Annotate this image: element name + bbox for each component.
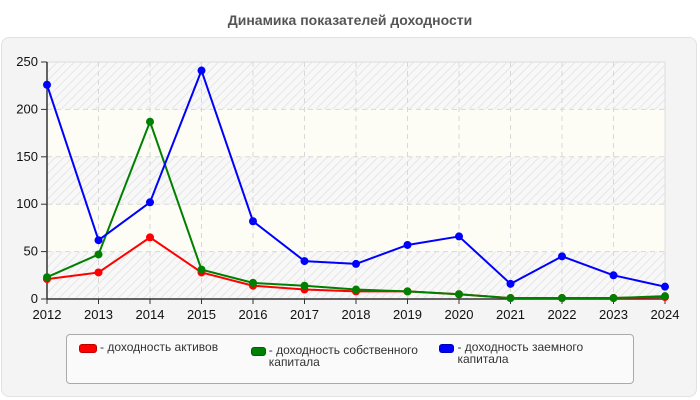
data-point[interactable] [43, 273, 51, 282]
y-tick-label: 50 [24, 244, 38, 259]
legend-label: - доходность активов [100, 340, 219, 354]
data-point[interactable] [609, 271, 618, 280]
data-point[interactable] [352, 259, 360, 268]
data-point[interactable] [403, 240, 412, 249]
x-tick-label: 2021 [496, 307, 525, 322]
data-point[interactable] [197, 66, 206, 75]
gridlines [47, 61, 666, 299]
x-tick-label: 2018 [342, 307, 371, 322]
axes: 0 50 100 150 200 250 2012 2013 2014 2015 2016 2017 2… [16, 54, 679, 322]
legend-label: - доходность собственного капитала [268, 343, 418, 369]
data-point[interactable] [94, 236, 103, 245]
x-tick-label: 2012 [33, 307, 62, 322]
data-point[interactable] [455, 290, 463, 299]
y-tick-label: 150 [16, 149, 38, 164]
legend-swatch-red [79, 344, 97, 353]
x-tick-label: 2019 [393, 307, 422, 322]
legend-swatch-blue [439, 344, 455, 353]
data-point[interactable] [352, 285, 360, 294]
data-point[interactable] [300, 257, 309, 266]
x-tick-label: 2024 [651, 307, 680, 322]
legend-item-assets[interactable]: - доходность активов [79, 341, 239, 353]
y-tick-label: 100 [16, 196, 38, 211]
data-point[interactable] [506, 294, 515, 303]
x-tick-label: 2020 [445, 307, 474, 322]
data-point[interactable] [249, 278, 257, 287]
x-tick-label: 2023 [599, 307, 628, 322]
legend-label: - доходность заемного капитала [457, 340, 584, 366]
data-point[interactable] [558, 294, 566, 303]
data-point[interactable] [146, 233, 154, 242]
data-point[interactable] [403, 287, 412, 296]
data-point[interactable] [661, 282, 669, 291]
data-point[interactable] [300, 281, 309, 290]
data-point[interactable] [43, 80, 51, 89]
data-point[interactable] [146, 198, 154, 207]
data-point[interactable] [455, 232, 463, 241]
data-point[interactable] [94, 268, 103, 277]
data-point[interactable] [506, 279, 515, 288]
x-tick-label: 2015 [187, 307, 216, 322]
x-tick-label: 2016 [239, 307, 268, 322]
data-point[interactable] [558, 252, 566, 261]
data-point[interactable] [249, 217, 257, 226]
legend-item-debt[interactable]: - доходность заемного капитала [439, 341, 609, 365]
x-tick-label: 2013 [84, 307, 113, 322]
legend-swatch-green [251, 347, 266, 356]
y-tick-label: 0 [31, 291, 38, 306]
x-tick-label: 2017 [290, 307, 319, 322]
data-point[interactable] [197, 265, 206, 274]
data-point[interactable] [661, 292, 669, 301]
legend: - доходность активов - доходность собств… [66, 334, 634, 384]
chart-title: Динамика показателей доходности [227, 12, 473, 28]
data-point[interactable] [146, 117, 154, 126]
legend-item-equity[interactable]: - доходность собственного капитала [251, 341, 431, 368]
x-tick-label: 2022 [548, 307, 577, 322]
series-lines [43, 66, 669, 303]
y-tick-label: 250 [16, 54, 38, 69]
data-point[interactable] [94, 250, 103, 259]
x-tick-label: 2014 [136, 307, 165, 322]
y-tick-label: 200 [16, 101, 38, 116]
data-point[interactable] [609, 294, 618, 303]
